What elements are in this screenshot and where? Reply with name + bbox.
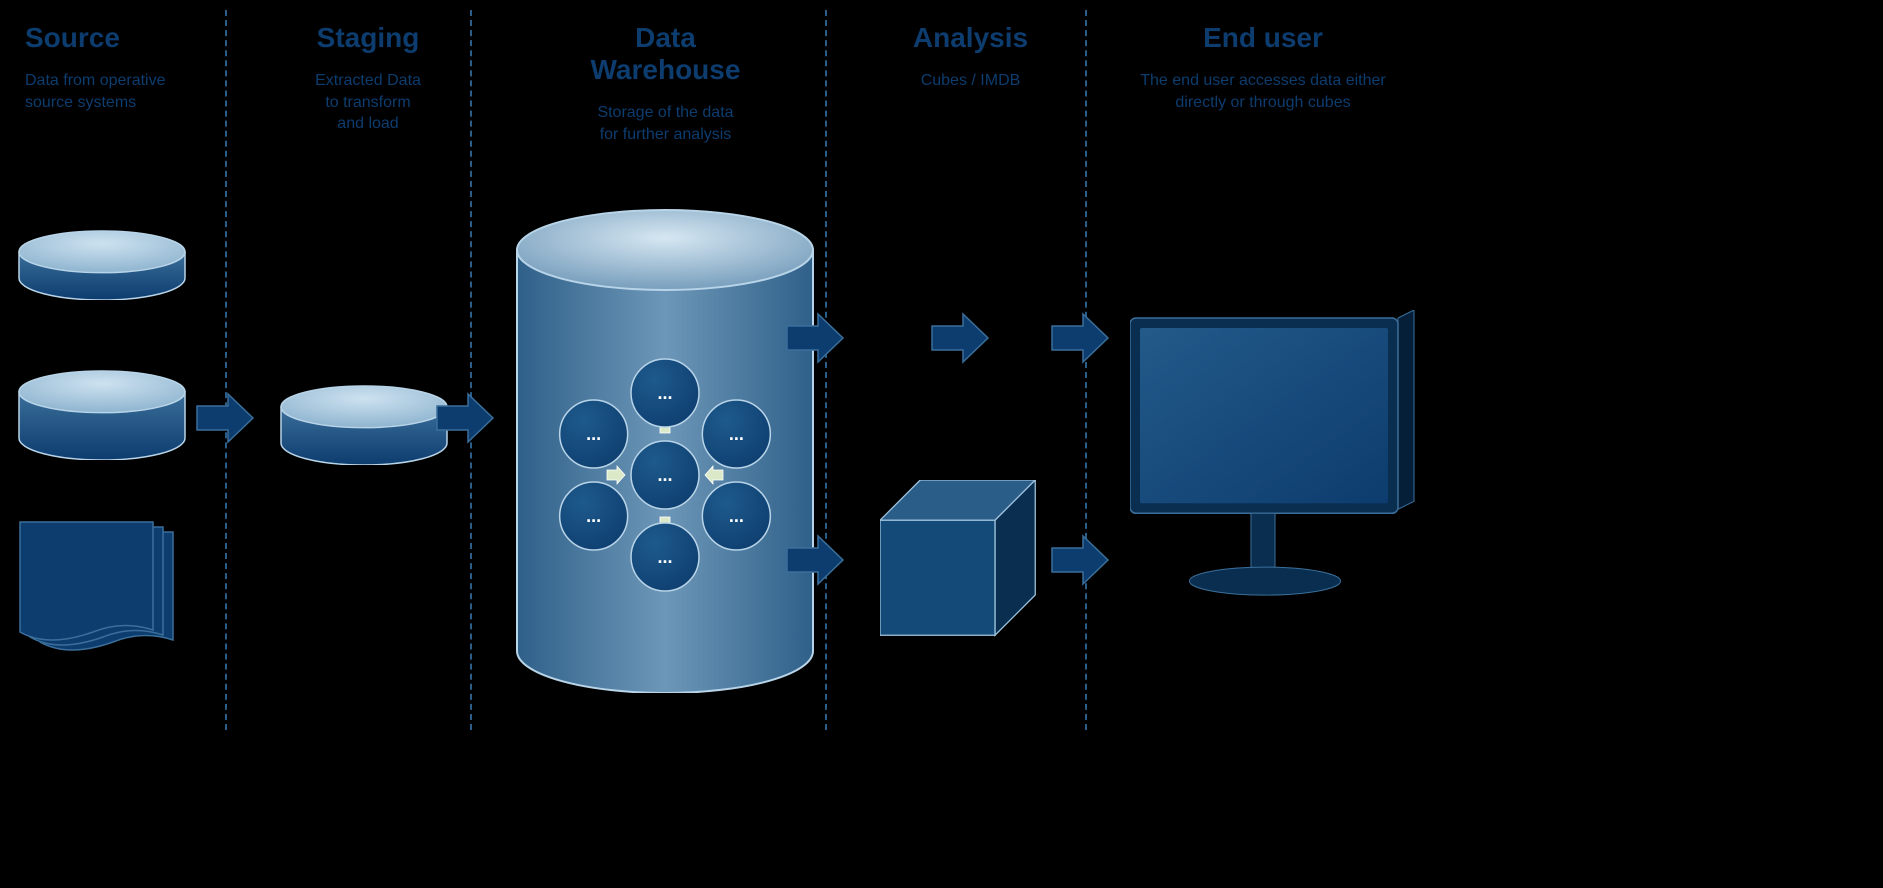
stage-divider: [470, 10, 472, 730]
cube-icon: [880, 480, 1039, 639]
stage-subtitle-source: Data from operativesource systems: [25, 70, 225, 113]
stage-subtitle-enduser: The end user accesses data eitherdirectl…: [1123, 70, 1403, 113]
flow-arrow-icon: [930, 308, 990, 368]
files-stack-icon: [18, 520, 208, 685]
flow-arrow-icon: [435, 388, 495, 448]
star-node-label: ...: [729, 424, 744, 444]
stage-divider: [825, 10, 827, 730]
star-node-label: ...: [729, 506, 744, 526]
stage-subtitle-staging: Extracted Datato transformand load: [268, 70, 468, 135]
stage-divider: [225, 10, 227, 730]
stage-divider: [1085, 10, 1087, 730]
stage-subtitle-analysis: Cubes / IMDB: [858, 70, 1083, 92]
star-schema-icon: ... ... ...: [525, 335, 805, 615]
star-node-label: ...: [657, 465, 672, 485]
stage-title-enduser: End user: [1123, 22, 1403, 54]
star-node-label: ...: [586, 506, 601, 526]
stage-staging: Staging Extracted Datato transformand loa…: [268, 0, 468, 739]
stage-title-warehouse: DataWarehouse: [508, 22, 823, 86]
star-node-label: ...: [657, 383, 672, 403]
database-cylinder-icon: [18, 230, 186, 300]
flow-arrow-icon: [785, 530, 845, 590]
monitor-icon: [1130, 310, 1418, 620]
flow-arrow-icon: [1050, 308, 1110, 368]
stage-subtitle-warehouse: Storage of the datafor further analysis: [508, 102, 823, 145]
star-node-label: ...: [657, 547, 672, 567]
database-cylinder-icon: [18, 370, 186, 460]
stage-title-source: Source: [25, 22, 225, 54]
star-node-label: ...: [586, 424, 601, 444]
flow-arrow-icon: [1050, 530, 1110, 590]
flow-arrow-icon: [195, 388, 255, 448]
flow-arrow-icon: [785, 308, 845, 368]
database-cylinder-icon: [280, 385, 448, 465]
stage-title-analysis: Analysis: [858, 22, 1083, 54]
stage-title-staging: Staging: [268, 22, 468, 54]
